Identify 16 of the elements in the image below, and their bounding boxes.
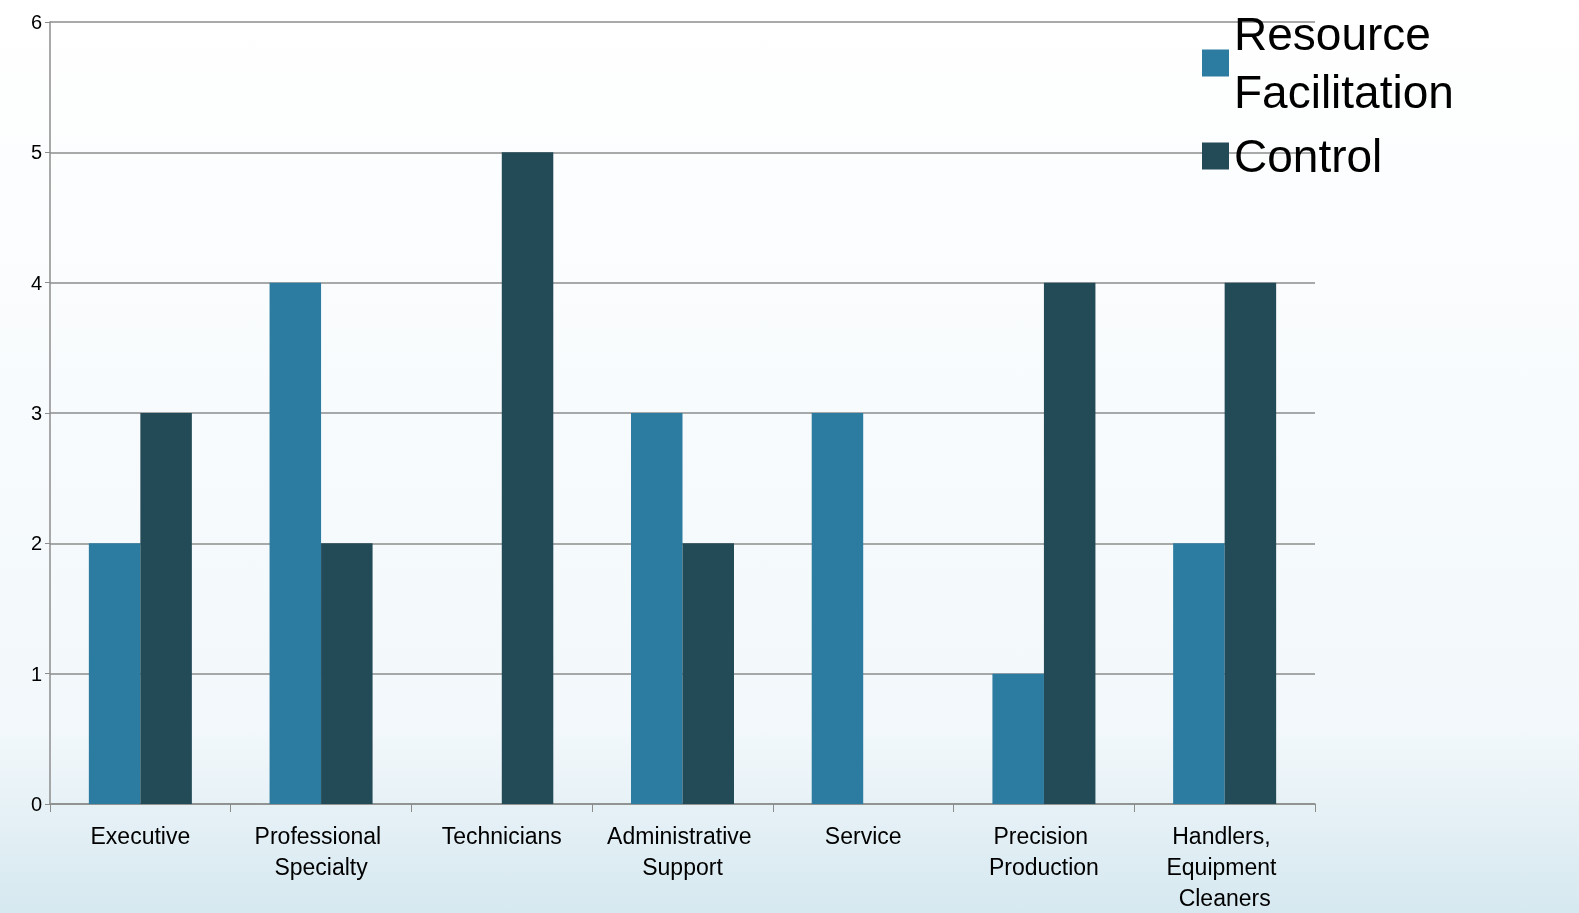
- y-tick-label: 0: [30, 793, 42, 815]
- x-tick-label: Precision Production: [988, 822, 1099, 880]
- x-tick-label: Executive: [90, 822, 191, 849]
- legend-label: Control: [1234, 130, 1383, 182]
- legend-label: Resource Facilitation: [1234, 8, 1454, 118]
- y-tick-label: 1: [30, 662, 42, 685]
- y-tick-label: 2: [30, 532, 42, 555]
- y-tick-label: 6: [30, 11, 42, 33]
- x-tick-label: Technicians: [441, 822, 562, 849]
- y-tick-label: 4: [30, 271, 42, 294]
- x-tick-label: Service: [824, 822, 902, 849]
- y-tick-label: 3: [30, 402, 42, 424]
- x-tick-label: Administrative Support: [607, 822, 758, 880]
- y-tick-label: 5: [30, 141, 42, 164]
- x-tick-label: Professional Specialty: [254, 822, 388, 880]
- x-tick-label: Handlers, Equipment Cleaners: [1166, 822, 1283, 911]
